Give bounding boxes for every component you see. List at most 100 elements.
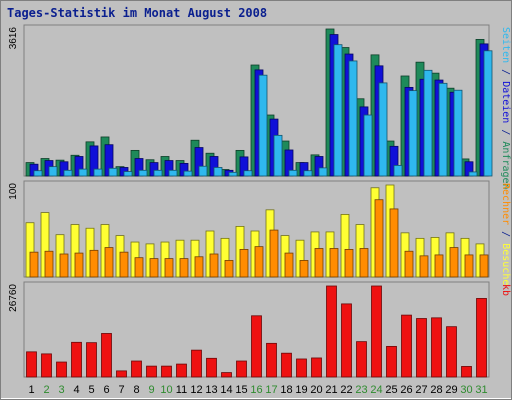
day-label-17: 17 xyxy=(265,384,277,396)
day-label-20: 20 xyxy=(310,384,322,396)
panel-3-series-label: kb xyxy=(500,284,511,296)
bar-rechner-day-11 xyxy=(179,258,189,278)
bar-rechner-day-25 xyxy=(389,208,399,278)
bar-seiten-day-18 xyxy=(288,169,298,177)
day-label-9: 9 xyxy=(148,384,154,396)
bar-kb-day-8 xyxy=(131,360,142,378)
bar-kb-day-13 xyxy=(206,357,217,378)
bar-kb-day-19 xyxy=(296,358,307,378)
day-label-12: 12 xyxy=(190,384,202,396)
series-label-part: / xyxy=(500,63,511,81)
bar-kb-day-15 xyxy=(236,360,247,378)
series-label-part: / xyxy=(500,123,511,141)
panel-3-ymax-label: 26760 xyxy=(8,284,19,312)
bar-seiten-day-28 xyxy=(438,82,448,177)
day-label-6: 6 xyxy=(103,384,109,396)
day-label-13: 13 xyxy=(205,384,217,396)
bar-kb-day-22 xyxy=(341,303,352,378)
bar-seiten-day-24 xyxy=(378,82,388,177)
day-label-3: 3 xyxy=(58,384,64,396)
series-label-part: Rechner xyxy=(500,183,511,225)
bar-kb-day-7 xyxy=(116,370,127,378)
bar-seiten-day-23 xyxy=(363,114,373,177)
bar-seiten-day-11 xyxy=(183,170,193,177)
day-label-16: 16 xyxy=(250,384,262,396)
bar-kb-day-20 xyxy=(311,357,322,378)
bar-seiten-day-7 xyxy=(123,171,133,177)
bar-rechner-day-29 xyxy=(449,247,459,278)
bar-rechner-day-14 xyxy=(224,260,234,278)
day-labels: 1 2 3 4 5 6 7 8 9 10 11 12 13 14 15 16 17 18 19 20 21 22 23 24 2… xyxy=(28,384,487,396)
bar-seiten-day-2 xyxy=(48,166,58,177)
day-label-4: 4 xyxy=(73,384,79,396)
bar-seiten-day-1 xyxy=(33,170,43,177)
bar-rechner-day-10 xyxy=(164,258,174,278)
bar-rechner-day-16 xyxy=(254,246,264,278)
bar-rechner-day-24 xyxy=(374,199,384,278)
bar-kb-day-18 xyxy=(281,352,292,378)
bar-seiten-day-10 xyxy=(168,169,178,177)
bar-seiten-day-17 xyxy=(273,134,283,177)
bar-seiten-day-25 xyxy=(393,165,403,177)
bar-rechner-day-9 xyxy=(149,258,159,278)
bar-kb-day-23 xyxy=(356,341,367,378)
series-label-part: kb xyxy=(500,284,511,296)
bar-kb-day-26 xyxy=(401,314,412,378)
day-label-22: 22 xyxy=(340,384,352,396)
panel-3: 26760 kb xyxy=(8,281,511,378)
bar-rechner-day-8 xyxy=(134,257,144,278)
bar-kb-day-16 xyxy=(251,315,262,378)
bar-rechner-day-4 xyxy=(74,252,84,278)
bar-kb-day-6 xyxy=(101,333,112,378)
day-label-2: 2 xyxy=(43,384,49,396)
series-label-part: / xyxy=(500,225,511,243)
bar-rechner-day-31 xyxy=(479,254,489,278)
day-label-15: 15 xyxy=(235,384,247,396)
bar-seiten-day-12 xyxy=(198,165,208,177)
bar-kb-day-4 xyxy=(71,341,82,378)
bar-kb-day-14 xyxy=(221,372,232,378)
bar-rechner-day-30 xyxy=(464,254,474,278)
series-label-part: Seiten xyxy=(500,27,511,63)
bar-rechner-day-13 xyxy=(209,253,219,278)
bar-kb-day-10 xyxy=(161,365,172,378)
bar-seiten-day-27 xyxy=(423,69,433,177)
day-label-19: 19 xyxy=(295,384,307,396)
bar-kb-day-12 xyxy=(191,349,202,378)
day-label-18: 18 xyxy=(280,384,292,396)
bar-rechner-day-26 xyxy=(404,250,414,278)
bar-rechner-day-19 xyxy=(299,260,309,278)
bar-rechner-day-21 xyxy=(329,248,339,278)
bar-rechner-day-17 xyxy=(269,229,279,278)
bar-seiten-day-5 xyxy=(93,168,103,177)
bar-seiten-day-21 xyxy=(333,44,343,177)
day-label-1: 1 xyxy=(28,384,34,396)
day-label-30: 30 xyxy=(460,384,472,396)
day-label-10: 10 xyxy=(160,384,172,396)
bar-seiten-day-20 xyxy=(318,167,328,177)
panel-1-series-label: Seiten / Dateien / Anfragen xyxy=(500,27,511,190)
bar-seiten-day-3 xyxy=(63,169,73,177)
day-label-27: 27 xyxy=(415,384,427,396)
bar-rechner-day-18 xyxy=(284,252,294,278)
bar-seiten-day-4 xyxy=(78,168,88,177)
bar-rechner-day-27 xyxy=(419,255,429,278)
bar-seiten-day-13 xyxy=(213,167,223,177)
bar-seiten-day-31 xyxy=(483,50,493,177)
bar-kb-day-28 xyxy=(431,317,442,378)
bar-kb-day-17 xyxy=(266,342,277,378)
panel-1: 3616 Seiten / Dateien / Anfragen xyxy=(8,24,511,190)
day-label-26: 26 xyxy=(400,384,412,396)
day-label-28: 28 xyxy=(430,384,442,396)
panel-2: 100 Rechner / Besuche xyxy=(8,180,511,285)
bar-kb-day-31 xyxy=(476,298,487,378)
bar-rechner-day-5 xyxy=(89,249,99,278)
bar-kb-day-2 xyxy=(41,353,52,378)
bar-rechner-day-22 xyxy=(344,248,354,278)
bar-rechner-day-15 xyxy=(239,248,249,278)
day-label-7: 7 xyxy=(118,384,124,396)
series-label-part: Anfragen xyxy=(500,141,511,189)
bar-kb-day-30 xyxy=(461,366,472,378)
day-label-8: 8 xyxy=(133,384,139,396)
